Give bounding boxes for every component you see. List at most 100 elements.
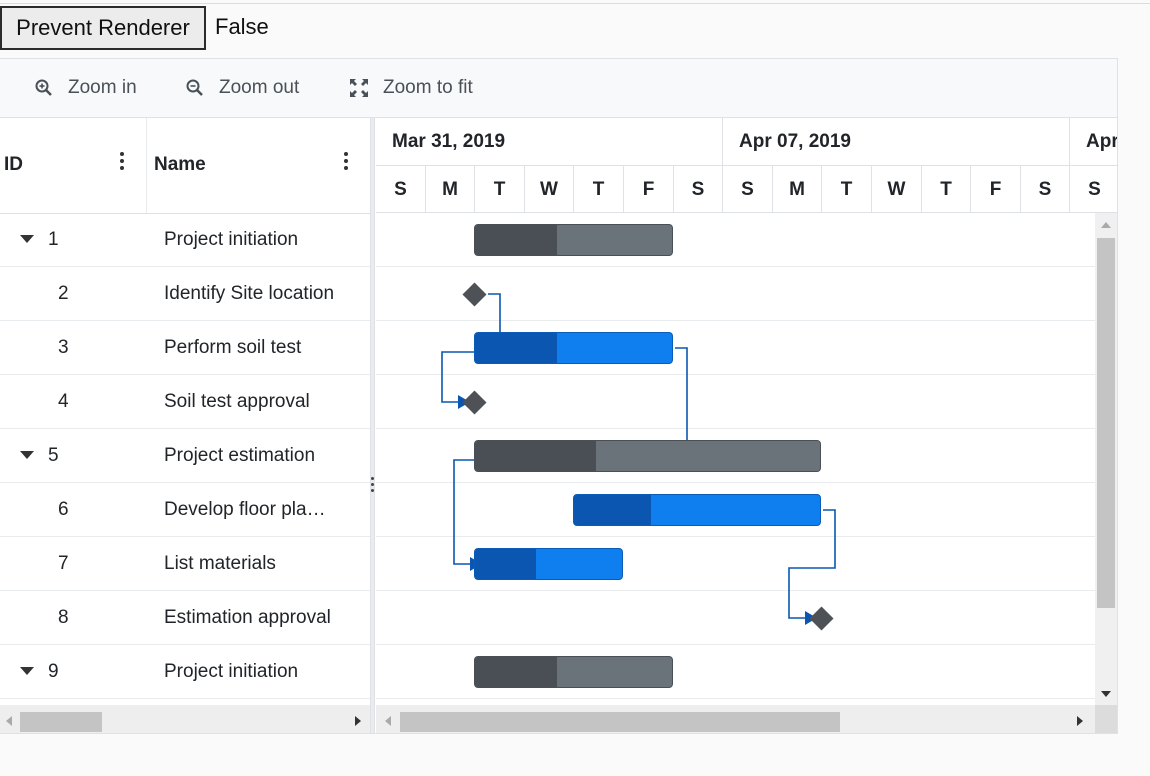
collapse-caret-icon[interactable] xyxy=(20,667,34,675)
timeline-day: S xyxy=(1021,166,1070,213)
timeline-week: Apr xyxy=(1070,118,1117,166)
table-row[interactable]: 7 List materials xyxy=(0,537,370,591)
task-progress xyxy=(574,495,651,525)
column-header-id[interactable]: ID xyxy=(0,118,147,213)
chart-horizontal-scrollbar[interactable] xyxy=(376,705,1095,733)
column-menu-icon[interactable] xyxy=(120,152,126,173)
gantt-chart: Zoom in Zoom out Zoom to fit ID xyxy=(0,58,1118,734)
scrollbar-corner xyxy=(1095,705,1117,733)
task-id-cell: 3 xyxy=(58,337,69,358)
timeline-day: T xyxy=(822,166,872,213)
chart-row xyxy=(376,537,1095,591)
timeline-day: F xyxy=(624,166,674,213)
task-name-cell: Project initiation xyxy=(164,661,299,682)
pane-splitter[interactable] xyxy=(370,118,375,733)
zoom-out-icon xyxy=(186,79,203,96)
scroll-left-icon[interactable] xyxy=(385,716,391,726)
scroll-left-icon[interactable] xyxy=(6,716,12,726)
table-row[interactable]: 8 Estimation approval xyxy=(0,591,370,645)
chart-row xyxy=(376,375,1095,429)
vertical-scroll-thumb[interactable] xyxy=(1097,238,1115,608)
vertical-scrollbar[interactable] xyxy=(1095,213,1117,705)
table-row[interactable]: 9 Project initiation xyxy=(0,645,370,699)
column-menu-icon[interactable] xyxy=(344,152,350,173)
timeline-week: Mar 31, 2019 xyxy=(376,118,723,166)
table-row[interactable]: 6 Develop floor pla… xyxy=(0,483,370,537)
task-name-cell: Identify Site location xyxy=(164,283,335,304)
zoom-to-fit-label: Zoom to fit xyxy=(383,77,473,98)
chart-area xyxy=(376,213,1095,705)
scroll-down-icon[interactable] xyxy=(1101,691,1111,697)
chart-horizontal-scroll-thumb[interactable] xyxy=(400,712,840,732)
zoom-in-button[interactable]: Zoom in xyxy=(34,76,137,100)
timeline-day: S xyxy=(376,166,426,213)
chart-row xyxy=(376,267,1095,321)
table-row[interactable]: 3 Perform soil test xyxy=(0,321,370,375)
chart-row xyxy=(376,213,1095,267)
task-id-cell: 7 xyxy=(58,553,69,574)
task-bar[interactable] xyxy=(474,332,673,364)
column-header-name[interactable]: Name xyxy=(146,118,370,213)
zoom-in-icon xyxy=(35,79,52,96)
timeline-day: S xyxy=(1070,166,1117,213)
task-id-cell: 8 xyxy=(58,607,69,628)
chart-row xyxy=(376,321,1095,375)
task-id-cell: 2 xyxy=(58,283,69,304)
splitter-handle-icon[interactable] xyxy=(370,477,375,495)
table-row[interactable]: 4 Soil test approval xyxy=(0,375,370,429)
grid-header: ID Name xyxy=(0,118,370,214)
summary-task-bar[interactable] xyxy=(474,440,821,472)
task-name-cell: List materials xyxy=(164,553,276,574)
table-row[interactable]: 5 Project estimation xyxy=(0,429,370,483)
zoom-out-button[interactable]: Zoom out xyxy=(185,76,299,100)
scroll-right-icon[interactable] xyxy=(1077,716,1083,726)
scroll-up-icon[interactable] xyxy=(1101,222,1111,228)
collapse-caret-icon[interactable] xyxy=(20,451,34,459)
chart-row xyxy=(376,645,1095,699)
zoom-to-fit-button[interactable]: Zoom to fit xyxy=(349,76,473,100)
collapse-caret-icon[interactable] xyxy=(20,235,34,243)
timeline-day: M xyxy=(426,166,475,213)
timeline-day: W xyxy=(525,166,574,213)
timeline-day: M xyxy=(773,166,822,213)
summary-task-bar[interactable] xyxy=(474,656,673,688)
timeline-day: W xyxy=(872,166,922,213)
table-row[interactable]: 1 Project initiation xyxy=(0,213,370,267)
chart-row xyxy=(376,429,1095,483)
task-bar[interactable] xyxy=(573,494,821,526)
task-id-cell: 1 xyxy=(48,229,59,250)
grid-horizontal-scrollbar[interactable] xyxy=(0,705,370,733)
top-divider xyxy=(0,3,1150,4)
task-id-cell: 5 xyxy=(48,445,59,466)
summary-task-bar[interactable] xyxy=(474,224,673,256)
task-progress xyxy=(475,441,596,471)
timeline-day: T xyxy=(574,166,624,213)
task-progress xyxy=(475,225,557,255)
task-id-cell: 9 xyxy=(48,661,59,682)
dependency-line xyxy=(788,509,836,619)
dependency-line xyxy=(441,293,501,403)
timeline-day: F xyxy=(971,166,1021,213)
table-row[interactable]: 2 Identify Site location xyxy=(0,267,370,321)
task-name-cell: Project estimation xyxy=(164,445,316,466)
column-header-id-label: ID xyxy=(4,154,23,175)
prevent-renderer-button[interactable]: Prevent Renderer xyxy=(0,6,206,50)
timeline-day: T xyxy=(922,166,971,213)
scroll-right-icon[interactable] xyxy=(355,716,361,726)
timeline-day: T xyxy=(475,166,525,213)
chart-row xyxy=(376,591,1095,645)
grid-horizontal-scroll-thumb[interactable] xyxy=(20,712,102,732)
task-bar[interactable] xyxy=(474,548,623,580)
chart-row xyxy=(376,483,1095,537)
zoom-out-label: Zoom out xyxy=(219,77,300,98)
task-progress xyxy=(475,549,536,579)
task-id-cell: 6 xyxy=(58,499,69,520)
gantt-toolbar: Zoom in Zoom out Zoom to fit xyxy=(0,59,1117,118)
timeline-day: S xyxy=(723,166,773,213)
zoom-to-fit-icon xyxy=(350,79,368,97)
task-name-cell: Develop floor pla… xyxy=(164,499,326,520)
task-progress xyxy=(475,333,557,363)
zoom-in-label: Zoom in xyxy=(68,77,137,98)
task-name-cell: Perform soil test xyxy=(164,337,302,358)
